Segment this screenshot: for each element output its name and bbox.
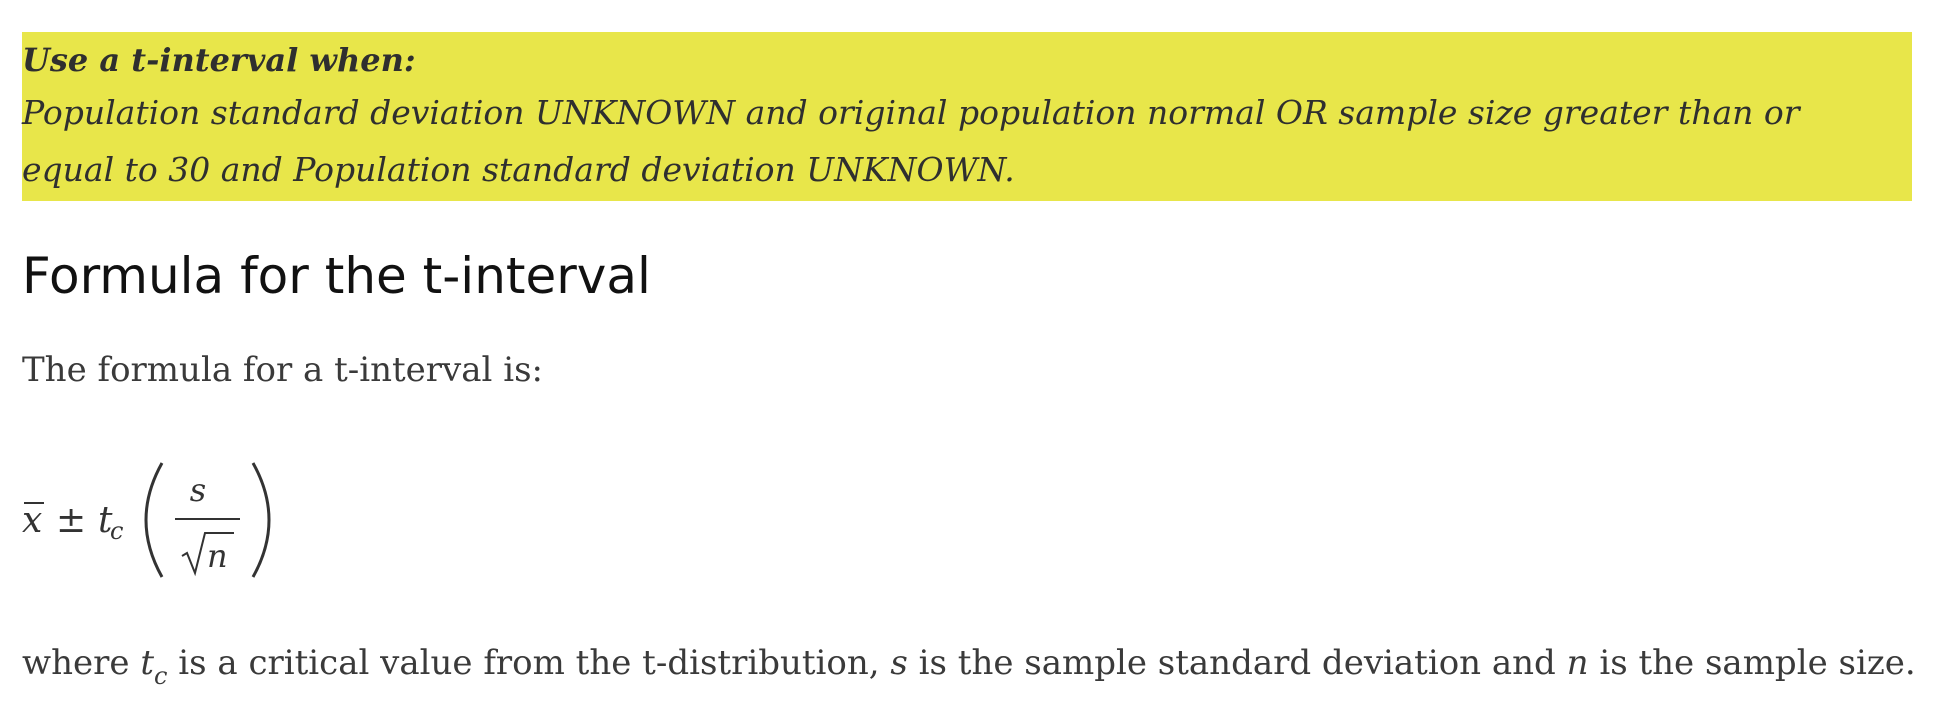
- numerator-s: s: [190, 471, 206, 509]
- t-interval-formula: x ± t c s n: [22, 455, 282, 585]
- denominator-n: n: [207, 537, 228, 575]
- formula-explanation: where tc is a critical value from the t-…: [22, 638, 1916, 701]
- right-paren: [251, 462, 271, 578]
- left-paren: [144, 462, 164, 578]
- explanation-part-2: is a critical value from the t-distribut…: [167, 643, 891, 683]
- explanation-part-1: where: [22, 643, 141, 683]
- critical-value-symbol: t: [98, 500, 113, 541]
- intro-text: The formula for a t-interval is:: [22, 350, 543, 390]
- callout-body: Population standard deviation UNKNOWN an…: [22, 93, 1800, 189]
- explanation-part-3: is the sample standard deviation and: [907, 643, 1567, 683]
- explanation-part-4: is the sample size.: [1588, 643, 1916, 683]
- sqrt-sign: [181, 532, 234, 577]
- plus-minus-symbol: ±: [56, 500, 86, 541]
- mean-symbol: x: [22, 500, 42, 541]
- t-variable: t: [140, 643, 154, 683]
- formula-graphic: x ± t c s n: [22, 462, 271, 578]
- t-subscript: c: [153, 662, 168, 690]
- callout-title: Use a t-interval when:: [22, 41, 416, 79]
- section-heading: Formula for the t-interval: [22, 247, 651, 305]
- s-variable: s: [890, 643, 908, 683]
- n-variable: n: [1566, 643, 1589, 683]
- critical-value-subscript: c: [110, 517, 123, 545]
- definition-callout: Use a t-interval when: Population standa…: [22, 32, 1912, 201]
